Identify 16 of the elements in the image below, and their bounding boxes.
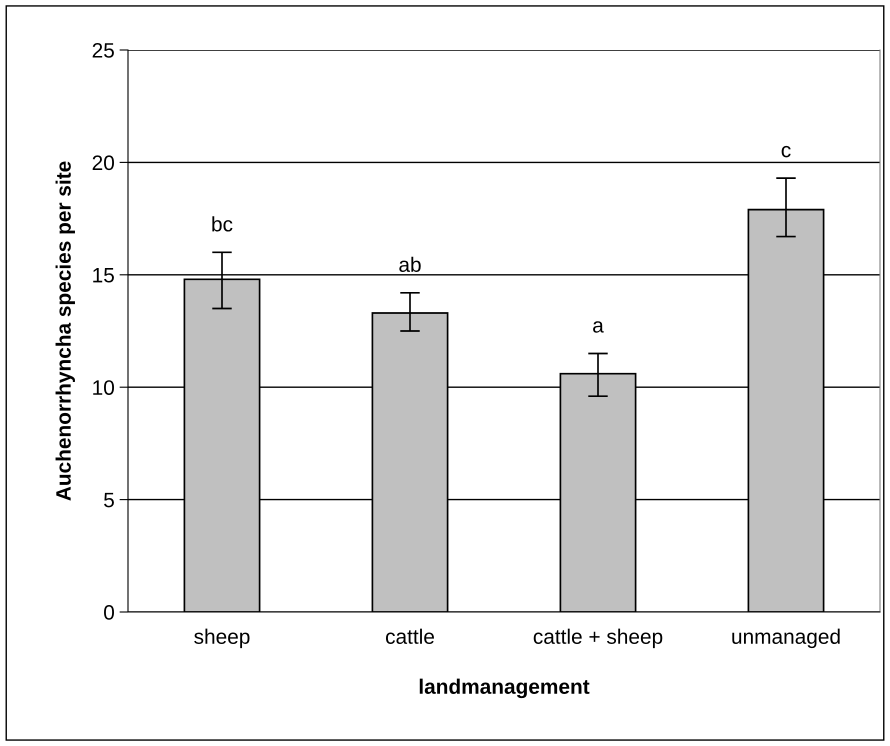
- annotation: a: [593, 321, 604, 333]
- x-axis-title: landmanagement: [420, 678, 590, 698]
- y-tick-label: 15: [93, 268, 114, 283]
- annotation: bc: [212, 216, 232, 232]
- y-tick-label: 10: [93, 380, 114, 395]
- annotation: ab: [399, 256, 421, 272]
- y-tick-label: 5: [104, 492, 114, 508]
- x-tick-label: sheep: [194, 628, 250, 648]
- y-tick-label: 0: [104, 605, 114, 620]
- y-tick-label: 20: [92, 155, 114, 170]
- y-axis-title: Auchenorrhyncha species per site: [56, 161, 75, 501]
- y-tick-label: 25: [92, 43, 114, 58]
- annotation: c: [782, 146, 791, 158]
- x-tick-label: cattle: [386, 628, 434, 644]
- x-tick-label: unmanaged: [732, 628, 840, 648]
- x-tick-label: cattle + sheep: [534, 628, 662, 648]
